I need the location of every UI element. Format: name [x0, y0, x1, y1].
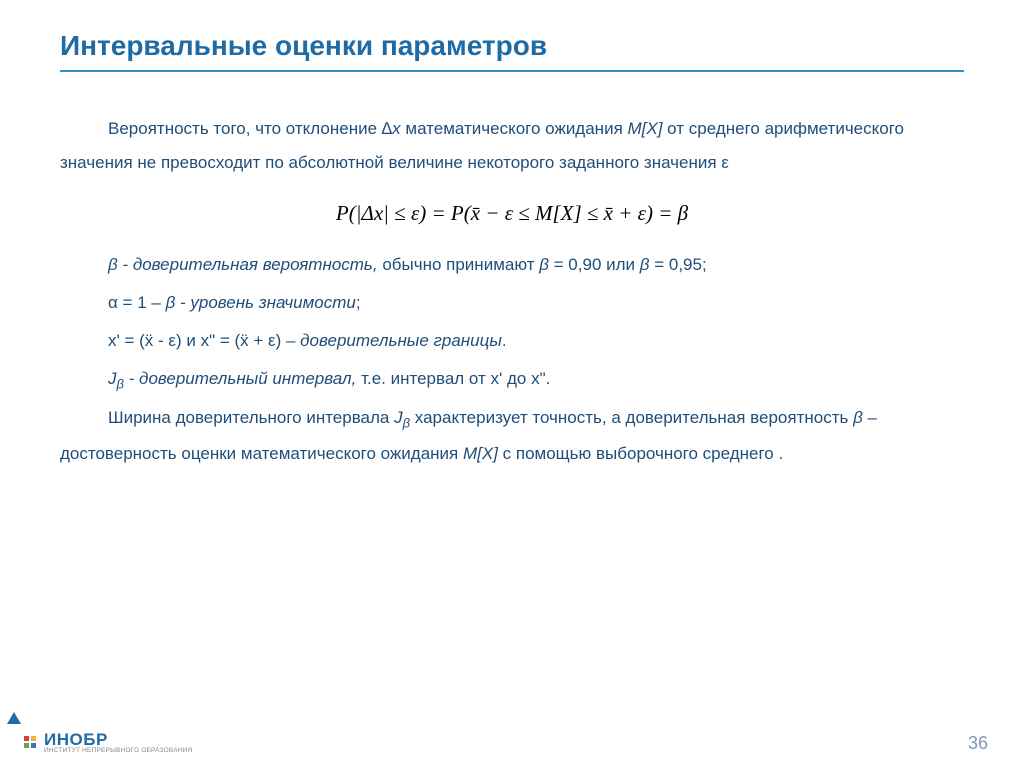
inobr-sub-label: ИНСТИТУТ НЕПРЕРЫВНОГО ОБРАЗОВАНИЯ [44, 748, 192, 755]
misis-logo [7, 712, 21, 754]
p2-b: обычно принимают [378, 255, 540, 274]
p5-j: J [108, 369, 117, 388]
dot-icon [31, 736, 36, 741]
p4-a: x' = (ẍ - ε) и x" = (ẍ + ε) – [108, 331, 300, 350]
page-number: 36 [968, 733, 988, 754]
p2-f: = 0,95; [649, 255, 706, 274]
p1-delta: ∆x [382, 119, 401, 138]
p1-mx: M[X] [628, 119, 663, 138]
p5-b: - доверительный интервал, [124, 369, 356, 388]
p3-a: α = 1 – [108, 293, 166, 312]
p2-c: β [539, 255, 549, 274]
misis-triangle-icon [7, 712, 21, 724]
footer-logo: ИНОБР ИНСТИТУТ НЕПРЕРЫВНОГО ОБРАЗОВАНИЯ [24, 731, 192, 755]
slide-container: Интервальные оценки параметров Вероятнос… [0, 0, 1024, 768]
inobr-logo-text: ИНОБР ИНСТИТУТ НЕПРЕРЫВНОГО ОБРАЗОВАНИЯ [44, 731, 192, 755]
p3-b: β - уровень значимости [166, 293, 356, 312]
paragraph-4: x' = (ẍ - ε) и x" = (ẍ + ε) – доверитель… [60, 324, 964, 358]
formula-main: P(|Δx| ≤ ε) = P(x̄ − ε ≤ M[X] ≤ x̄ + ε) … [60, 192, 964, 234]
p6-e: с помощью выборочного среднего . [498, 444, 783, 463]
p3-c: ; [356, 293, 361, 312]
p6-sub: β [403, 416, 410, 431]
paragraph-5: Jβ - доверительный интервал, т.е. интерв… [60, 362, 964, 397]
dot-icon [31, 743, 36, 748]
p4-c: . [502, 331, 507, 350]
p6-c: β [853, 408, 863, 427]
p1-text-b: математического ожидания [401, 119, 628, 138]
logo-dots-icon [24, 736, 36, 748]
p1-text-a: Вероятность того, что отклонение [108, 119, 382, 138]
paragraph-2: β - доверительная вероятность, обычно пр… [60, 248, 964, 282]
paragraph-1: Вероятность того, что отклонение ∆x мате… [60, 112, 964, 180]
p6-mx: M[X] [463, 444, 498, 463]
p5-c: т.е. интервал от x' до x". [356, 369, 550, 388]
p2-a: β - доверительная вероятность, [108, 255, 378, 274]
inobr-main-label: ИНОБР [44, 731, 192, 748]
dot-icon [24, 736, 29, 741]
dot-icon [24, 743, 29, 748]
p6-j: J [394, 408, 403, 427]
paragraph-6: Ширина доверительного интервала Jβ харак… [60, 401, 964, 470]
p4-b: доверительные границы [300, 331, 502, 350]
slide-content: Вероятность того, что отклонение ∆x мате… [60, 112, 964, 471]
p2-d: = 0,90 или [549, 255, 640, 274]
p6-a: Ширина доверительного интервала [108, 408, 394, 427]
p6-b: характеризует точность, а доверительная … [410, 408, 853, 427]
p5-sub: β [117, 376, 124, 391]
paragraph-3: α = 1 – β - уровень значимости; [60, 286, 964, 320]
slide-title: Интервальные оценки параметров [60, 30, 964, 72]
